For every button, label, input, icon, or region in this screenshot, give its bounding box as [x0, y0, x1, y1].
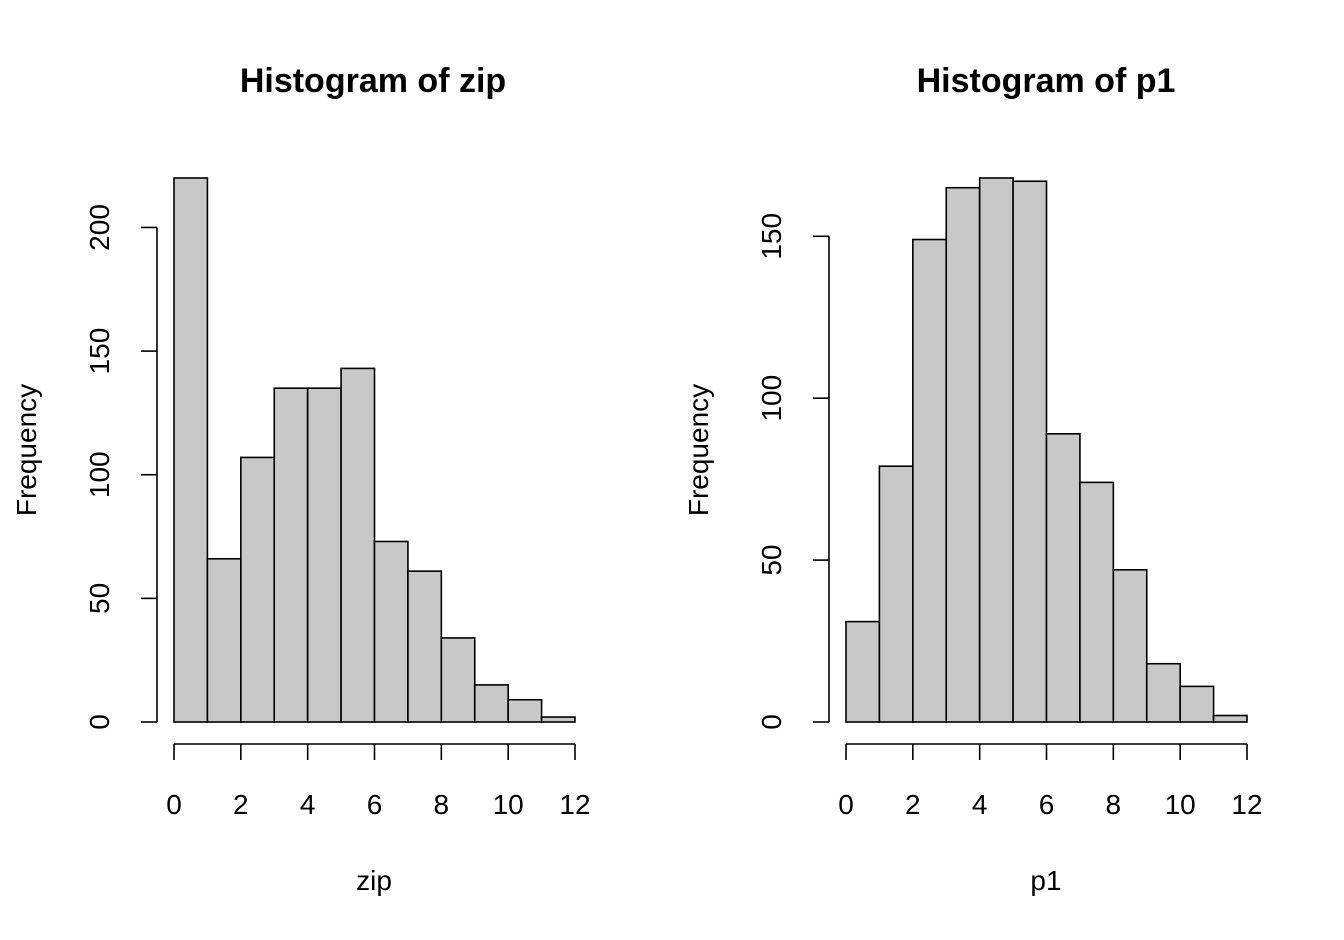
histogram-bar-zip	[440, 637, 476, 723]
histogram-bar-zip	[240, 456, 276, 723]
x-axis-label-p1: p1	[1030, 865, 1061, 896]
histogram-bar-p1	[845, 620, 881, 723]
x-tick-label-zip: 2	[233, 789, 249, 820]
histogram-bar-p1	[1079, 481, 1115, 723]
x-tick-label-p1: 6	[1039, 789, 1055, 820]
histogram-p1-panel: Histogram of p1 p1 Frequency 0 2 4 6 8 10 12 0…	[683, 62, 1263, 896]
histogram-bar-zip	[173, 177, 209, 723]
histogram-bar-p1	[1212, 714, 1248, 723]
y-axis-zip: 0 50 100 150 200	[84, 204, 158, 730]
histogram-bar-p1	[912, 238, 948, 723]
y-tick-label-p1: 0	[756, 714, 787, 730]
x-tick-label-zip: 12	[559, 789, 590, 820]
histogram-bar-zip	[507, 698, 543, 723]
y-axis-p1: 0 50 100 150	[756, 213, 830, 730]
y-tick-label-zip: 150	[84, 328, 115, 375]
x-tick-label-p1: 2	[905, 789, 921, 820]
x-axis-label-zip: zip	[356, 865, 392, 896]
histogram-bar-zip	[206, 557, 242, 723]
histogram-bar-p1	[1112, 569, 1148, 723]
histogram-bar-p1	[1045, 433, 1081, 723]
y-tick-label-zip: 100	[84, 451, 115, 498]
bars-p1	[845, 177, 1248, 723]
bars-zip	[173, 177, 576, 723]
y-tick-label-p1: 50	[756, 545, 787, 576]
y-tick-label-p1: 100	[756, 375, 787, 422]
y-tick-label-zip: 200	[84, 204, 115, 251]
histogram-bar-zip	[473, 684, 509, 723]
y-tick-label-zip: 50	[84, 583, 115, 614]
y-axis-label-zip: Frequency	[11, 384, 42, 516]
histogram-bar-p1	[1179, 685, 1215, 723]
x-tick-label-p1: 10	[1165, 789, 1196, 820]
histogram-bar-p1	[945, 186, 981, 723]
x-tick-label-p1: 0	[838, 789, 854, 820]
histogram-bar-zip	[340, 367, 376, 723]
histogram-bar-p1	[1012, 180, 1048, 723]
x-tick-label-p1: 12	[1231, 789, 1262, 820]
y-tick-label-zip: 0	[84, 714, 115, 730]
x-axis-p1: 0 2 4 6 8 10 12	[838, 743, 1263, 820]
x-tick-label-zip: 4	[300, 789, 316, 820]
x-axis-zip: 0 2 4 6 8 10 12	[166, 743, 591, 820]
histogram-bar-p1	[978, 177, 1014, 723]
histogram-bar-p1	[1145, 662, 1181, 723]
histogram-bar-zip	[373, 540, 409, 723]
y-axis-label-p1: Frequency	[683, 384, 714, 516]
x-tick-label-zip: 10	[493, 789, 524, 820]
histogram-bar-zip	[306, 387, 342, 723]
x-tick-label-p1: 4	[972, 789, 988, 820]
x-tick-label-zip: 8	[434, 789, 450, 820]
histogram-bar-zip	[407, 570, 443, 723]
chart-title-zip: Histogram of zip	[240, 62, 506, 100]
x-tick-label-p1: 8	[1106, 789, 1122, 820]
x-tick-label-zip: 6	[367, 789, 383, 820]
histogram-zip-panel: Histogram of zip zip Frequency 0 2 4 6 8 10 12…	[11, 62, 591, 896]
x-tick-label-zip: 0	[166, 789, 182, 820]
histogram-bar-zip	[273, 387, 309, 723]
chart-title-p1: Histogram of p1	[917, 62, 1176, 100]
histogram-bar-p1	[878, 465, 914, 723]
y-tick-label-p1: 150	[756, 213, 787, 260]
histogram-bar-zip	[540, 716, 576, 723]
